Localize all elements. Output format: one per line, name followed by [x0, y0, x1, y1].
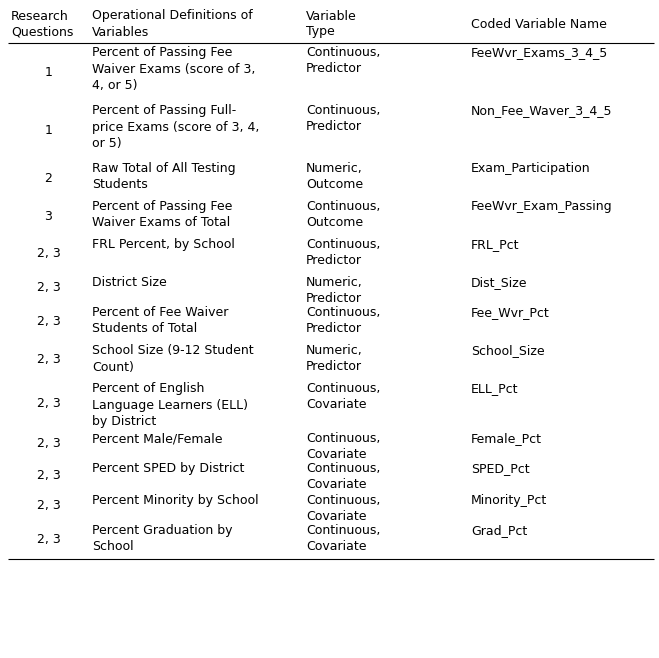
- Text: Minority_Pct: Minority_Pct: [471, 494, 547, 507]
- Text: Dist_Size: Dist_Size: [471, 276, 527, 289]
- Text: FeeWvr_Exam_Passing: FeeWvr_Exam_Passing: [471, 200, 612, 213]
- Text: Fee_Wvr_Pct: Fee_Wvr_Pct: [471, 306, 550, 319]
- Text: Female_Pct: Female_Pct: [471, 432, 542, 445]
- Text: Operational Definitions of
Variables: Operational Definitions of Variables: [92, 9, 252, 39]
- Text: Percent Minority by School: Percent Minority by School: [92, 494, 258, 507]
- Text: Percent of English
Language Learners (ELL)
by District: Percent of English Language Learners (EL…: [92, 382, 248, 428]
- Text: 2, 3: 2, 3: [36, 534, 61, 547]
- Text: Exam_Participation: Exam_Participation: [471, 162, 590, 175]
- Text: 2, 3: 2, 3: [36, 353, 61, 367]
- Text: FRL Percent, by School: FRL Percent, by School: [92, 238, 235, 251]
- Text: 2, 3: 2, 3: [36, 282, 61, 295]
- Text: Grad_Pct: Grad_Pct: [471, 524, 527, 537]
- Text: Numeric,
Outcome: Numeric, Outcome: [306, 162, 363, 191]
- Text: Percent of Passing Fee
Waiver Exams (score of 3,
4, or 5): Percent of Passing Fee Waiver Exams (sco…: [92, 46, 255, 92]
- Text: 3: 3: [45, 209, 52, 222]
- Text: Percent SPED by District: Percent SPED by District: [92, 462, 244, 475]
- Text: School Size (9-12 Student
Count): School Size (9-12 Student Count): [92, 344, 254, 374]
- Text: Continuous,
Predictor: Continuous, Predictor: [306, 238, 380, 268]
- Text: School_Size: School_Size: [471, 344, 544, 357]
- Text: Continuous,
Covariate: Continuous, Covariate: [306, 524, 380, 553]
- Text: 2, 3: 2, 3: [36, 499, 61, 513]
- Text: Variable
Type: Variable Type: [306, 9, 357, 39]
- Text: Numeric,
Predictor: Numeric, Predictor: [306, 344, 363, 374]
- Text: Numeric,
Predictor: Numeric, Predictor: [306, 276, 363, 305]
- Text: Percent of Passing Fee
Waiver Exams of Total: Percent of Passing Fee Waiver Exams of T…: [92, 200, 233, 230]
- Text: Continuous,
Outcome: Continuous, Outcome: [306, 200, 380, 230]
- Text: ELL_Pct: ELL_Pct: [471, 382, 519, 395]
- Text: 2, 3: 2, 3: [36, 468, 61, 482]
- Text: 2, 3: 2, 3: [36, 315, 61, 328]
- Text: Continuous,
Predictor: Continuous, Predictor: [306, 46, 380, 76]
- Text: Coded Variable Name: Coded Variable Name: [471, 18, 607, 30]
- Text: Percent of Passing Full-
price Exams (score of 3, 4,
or 5): Percent of Passing Full- price Exams (sc…: [92, 104, 260, 150]
- Text: District Size: District Size: [92, 276, 167, 289]
- Text: FRL_Pct: FRL_Pct: [471, 238, 519, 251]
- Text: Continuous,
Covariate: Continuous, Covariate: [306, 494, 380, 524]
- Text: 2, 3: 2, 3: [36, 397, 61, 411]
- Text: 2: 2: [45, 172, 52, 184]
- Text: 2, 3: 2, 3: [36, 247, 61, 261]
- Text: FeeWvr_Exams_3_4_5: FeeWvr_Exams_3_4_5: [471, 46, 608, 59]
- Text: Percent Graduation by
School: Percent Graduation by School: [92, 524, 233, 553]
- Text: Non_Fee_Waver_3_4_5: Non_Fee_Waver_3_4_5: [471, 104, 612, 117]
- Text: Research
Questions: Research Questions: [11, 9, 73, 39]
- Text: Continuous,
Covariate: Continuous, Covariate: [306, 382, 380, 411]
- Text: Continuous,
Predictor: Continuous, Predictor: [306, 306, 380, 336]
- Text: Percent Male/Female: Percent Male/Female: [92, 432, 223, 445]
- Text: Continuous,
Covariate: Continuous, Covariate: [306, 462, 380, 492]
- Text: 2, 3: 2, 3: [36, 438, 61, 451]
- Text: Continuous,
Covariate: Continuous, Covariate: [306, 432, 380, 461]
- Text: Continuous,
Predictor: Continuous, Predictor: [306, 104, 380, 134]
- Text: 1: 1: [45, 124, 52, 136]
- Text: Raw Total of All Testing
Students: Raw Total of All Testing Students: [92, 162, 235, 191]
- Text: Percent of Fee Waiver
Students of Total: Percent of Fee Waiver Students of Total: [92, 306, 228, 336]
- Text: SPED_Pct: SPED_Pct: [471, 462, 530, 475]
- Text: 1: 1: [45, 66, 52, 78]
